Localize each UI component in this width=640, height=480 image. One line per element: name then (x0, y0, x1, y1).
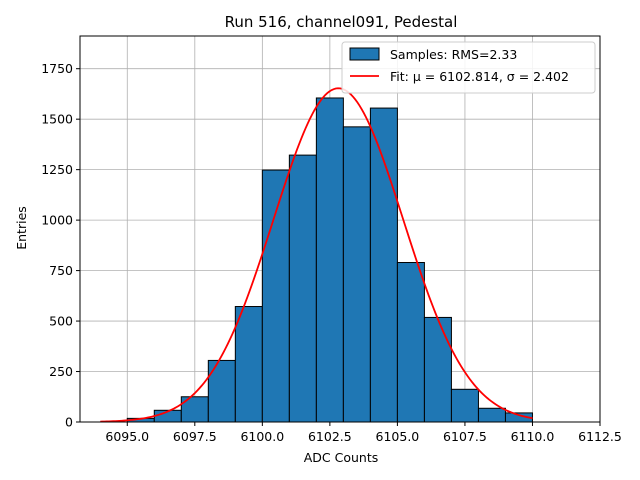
y-tick-label: 1250 (41, 162, 73, 177)
histogram-bar (288, 154, 317, 423)
x-tick-label: 6107.5 (443, 429, 487, 444)
legend-label-fit: Fit: μ = 6102.814, σ = 2.402 (390, 69, 569, 84)
y-tick-label: 0 (65, 415, 73, 430)
x-tick-label: 6100.0 (240, 429, 284, 444)
histogram-bar (234, 306, 263, 423)
histogram-bar (477, 407, 506, 423)
histogram-bar (450, 388, 479, 423)
x-tick-label: 6095.0 (105, 429, 149, 444)
histogram-bar (342, 126, 371, 423)
x-tick-label: 6110.0 (511, 429, 555, 444)
y-tick-label: 250 (49, 364, 73, 379)
histogram-bar (423, 316, 452, 423)
y-tick-label: 1000 (41, 213, 73, 228)
histogram-bars (126, 97, 533, 423)
x-axis-label: ADC Counts (304, 450, 379, 465)
y-tick-label: 750 (49, 263, 73, 278)
histogram-bar (369, 107, 398, 423)
y-tick-label: 1750 (41, 61, 73, 76)
histogram-bar (261, 169, 290, 423)
histogram-bar (315, 97, 344, 423)
x-tick-label: 6097.5 (173, 429, 217, 444)
fit-curve-layer (100, 87, 533, 423)
x-tick-label: 6102.5 (308, 429, 352, 444)
histogram-bar (207, 359, 236, 423)
y-tick-label: 1500 (41, 112, 73, 127)
legend-box (341, 41, 596, 94)
plot-frame (79, 35, 601, 423)
histogram-bar (396, 262, 425, 423)
y-axis-label: Entries (14, 206, 29, 250)
legend-label-samples: Samples: RMS=2.33 (390, 47, 517, 62)
x-tick-label: 6112.5 (578, 429, 622, 444)
legend: Samples: RMS=2.33 Fit: μ = 6102.814, σ =… (341, 41, 596, 94)
legend-swatch-samples (349, 47, 380, 61)
chart-title: Run 516, channel091, Pedestal (225, 13, 458, 31)
axis-ticks: 6095.0 6097.5 6100.0 6102.5 6105.0 6107.5 6110… (41, 61, 622, 444)
y-tick-label: 500 (49, 314, 73, 329)
x-tick-label: 6105.0 (376, 429, 420, 444)
fit-curve (100, 87, 533, 423)
